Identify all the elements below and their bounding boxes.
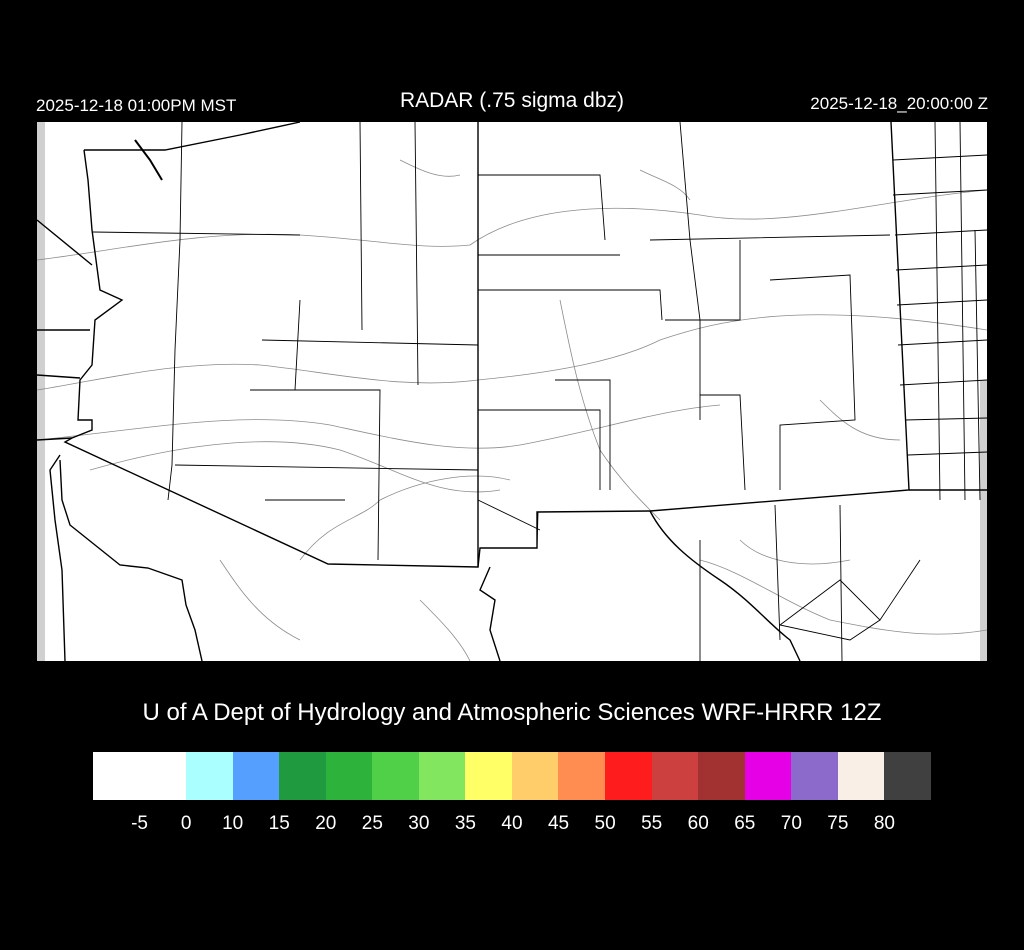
- legend-swatch: [279, 752, 326, 800]
- legend-swatch: [465, 752, 512, 800]
- map-edge-right: [980, 380, 987, 661]
- terrain-contours: [36, 159, 988, 662]
- legend-label: 45: [547, 813, 570, 834]
- legend-swatch: [698, 752, 745, 800]
- legend-swatch: [418, 752, 466, 800]
- legend-label: -5: [131, 813, 148, 834]
- legend-swatch: [558, 752, 606, 800]
- legend-label: 60: [687, 813, 709, 834]
- legend-swatch: [93, 752, 187, 800]
- legend-label: 30: [408, 813, 430, 834]
- legend-swatch: [651, 752, 699, 800]
- valid-time: 2025-12-18_20:00:00 Z: [810, 94, 988, 113]
- legend-swatch: [372, 752, 419, 800]
- map-svg: [36, 121, 988, 662]
- baja-coast: [49, 454, 66, 662]
- legend-label: 35: [454, 813, 477, 834]
- legend-swatch: [744, 752, 792, 800]
- california-county-lines: [36, 329, 90, 441]
- radar-map: [36, 121, 988, 662]
- utah-arizona-border: [84, 121, 301, 151]
- local-time: 2025-12-18 01:00PM MST: [36, 96, 237, 115]
- nevada-california-border: [36, 219, 93, 266]
- state-borders: [36, 121, 987, 662]
- credit-line: U of A Dept of Hydrology and Atmospheric…: [142, 699, 882, 726]
- legend-swatch: [511, 752, 559, 800]
- lake-powell: [134, 139, 163, 181]
- legend-label: 40: [501, 813, 523, 834]
- legend-label: 65: [734, 813, 756, 834]
- legend-label: 0: [180, 813, 192, 834]
- color-legend: [93, 752, 931, 800]
- legend-swatch: [884, 752, 931, 800]
- legend-label: 75: [827, 813, 849, 834]
- legend-label: 50: [594, 813, 616, 834]
- legend-swatch: [791, 752, 838, 800]
- legend-label: 80: [873, 813, 896, 834]
- legend-label: 10: [222, 813, 244, 834]
- legend-swatch: [325, 752, 373, 800]
- sonora-coast: [59, 459, 203, 662]
- map-edge-left: [37, 122, 45, 661]
- sonora-chihuahua-border: [479, 566, 501, 662]
- legend-label: 15: [268, 813, 290, 834]
- legend-swatch: [232, 752, 280, 800]
- rio-grande-border: [649, 510, 801, 662]
- legend-label: 25: [361, 813, 383, 834]
- map-title: RADAR (.75 sigma dbz): [399, 89, 625, 112]
- legend-swatch: [186, 752, 233, 800]
- legend-swatch: [605, 752, 652, 800]
- legend-label: 20: [315, 813, 337, 834]
- legend-swatch: [837, 752, 885, 800]
- arizona-border: [63, 149, 651, 568]
- legend-label: 55: [641, 813, 663, 834]
- county-borders: [92, 121, 988, 662]
- legend-label: 70: [780, 813, 802, 834]
